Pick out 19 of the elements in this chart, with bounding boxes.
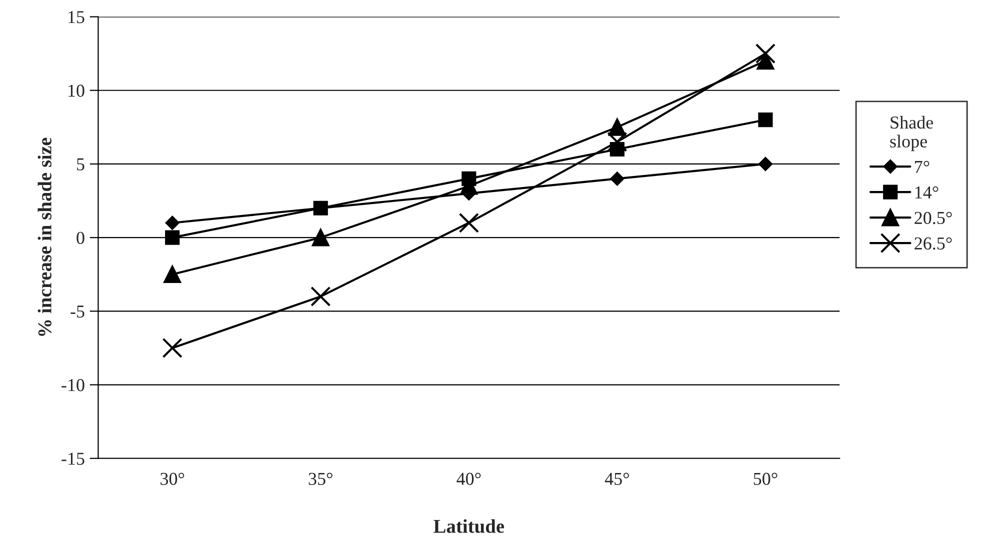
y-tick-label: -15 <box>62 452 84 465</box>
y-axis-title: % increase in shade size <box>38 138 52 336</box>
legend-label: 7° <box>915 160 930 173</box>
y-tick-label: -5 <box>70 306 84 318</box>
x-tick-label: 50° <box>754 472 778 485</box>
y-tick-label: 5 <box>77 158 84 170</box>
y-tick-label: 0 <box>76 232 84 244</box>
legend-label: 20.5° <box>914 212 952 224</box>
x-axis-title: Latitude <box>434 519 504 533</box>
x-tick-label: 30° <box>160 472 184 485</box>
x-tick-label: 45° <box>604 472 629 485</box>
legend-label: 26.5° <box>914 237 952 250</box>
y-tick-label: 15 <box>68 11 84 24</box>
x-tick-label: 40° <box>456 472 481 485</box>
y-tick-label: 10 <box>68 84 84 97</box>
x-tick-label: 35° <box>308 472 332 485</box>
legend-title: Shade slope <box>890 116 934 152</box>
y-tick-label: -10 <box>62 379 84 392</box>
legend-label: 14° <box>915 186 938 198</box>
